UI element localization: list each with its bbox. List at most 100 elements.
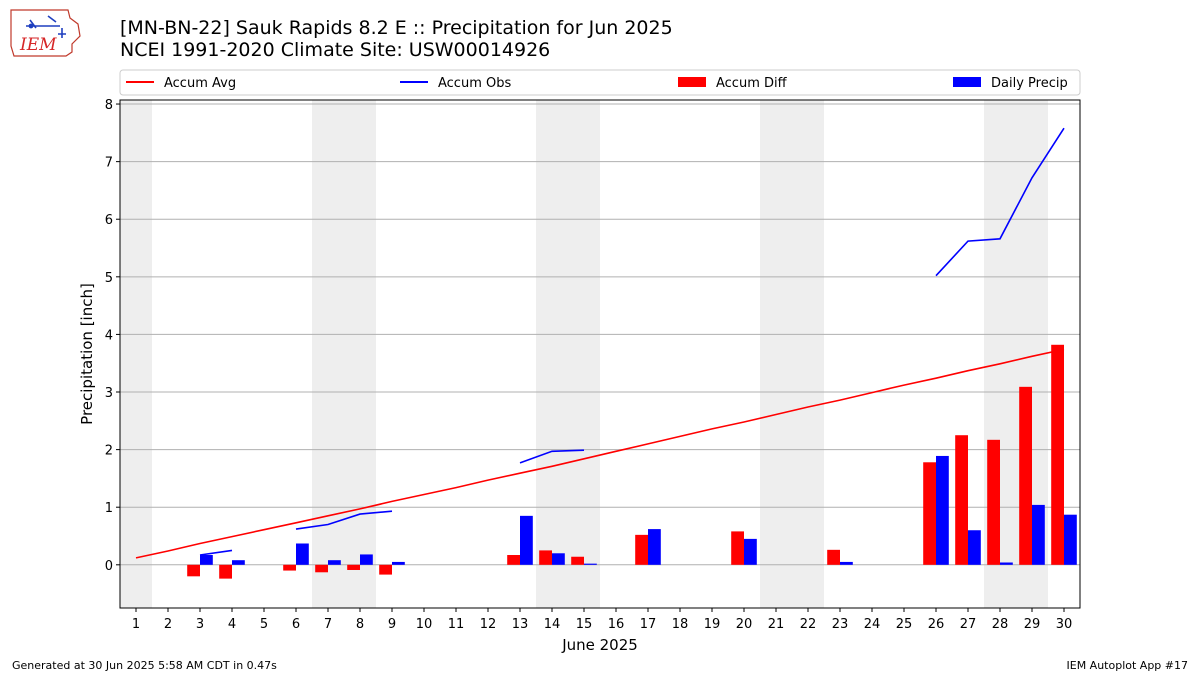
- accum-diff-bar-day-30: [1051, 344, 1064, 565]
- x-tick-label-20: 20: [736, 617, 753, 632]
- daily-precip-bar-day-4: [232, 560, 245, 565]
- weekend-band-day-7: [312, 100, 344, 608]
- accum-diff-bar-day-23: [827, 549, 840, 565]
- accum-diff-bar-day-3: [187, 564, 200, 577]
- weather-station-icon: [26, 15, 66, 38]
- accum-diff-bar-day-27: [955, 435, 968, 565]
- accum-diff-bar-day-20: [731, 531, 744, 565]
- daily-precip-bar-day-20: [744, 538, 757, 565]
- daily-precip-bar-day-14: [552, 553, 565, 565]
- daily-precip-bar-day-9: [392, 561, 405, 565]
- daily-precip-bar-day-27: [968, 530, 981, 565]
- x-tick-label-29: 29: [1024, 617, 1041, 632]
- accum-diff-bar-day-26: [923, 462, 936, 565]
- daily-precip-bar-day-13: [520, 515, 533, 565]
- x-tick-label-1: 1: [132, 617, 140, 632]
- y-tick-label-4: 4: [105, 328, 113, 343]
- legend-swatch-3: [953, 77, 981, 87]
- legend-label-2: Accum Diff: [716, 76, 788, 91]
- x-tick-label-12: 12: [480, 617, 497, 632]
- bar-marks: [187, 344, 1077, 579]
- x-tick-label-17: 17: [640, 617, 657, 632]
- y-tick-label-1: 1: [105, 501, 113, 516]
- weekend-band-day-8: [344, 100, 376, 608]
- plot-frame: [119, 99, 1081, 609]
- legend-swatch-2: [678, 77, 706, 87]
- x-tick-label-5: 5: [260, 617, 268, 632]
- x-tick-label-21: 21: [768, 617, 785, 632]
- logo-text: IEM: [19, 35, 57, 55]
- generated-timestamp: Generated at 30 Jun 2025 5:58 AM CDT in …: [12, 659, 277, 672]
- y-tick-label-8: 8: [105, 98, 113, 113]
- x-tick-label-13: 13: [512, 617, 529, 632]
- chart-title: [MN-BN-22] Sauk Rapids 8.2 E :: Precipit…: [120, 17, 673, 39]
- weekend-band-day-15: [568, 100, 600, 608]
- daily-precip-bar-day-26: [936, 455, 949, 565]
- accum-diff-bar-day-4: [219, 564, 232, 579]
- accum-avg-line-segment-0: [135, 348, 1065, 559]
- weekend-band-day-1: [120, 100, 152, 608]
- legend: Accum Avg Accum Obs Accum Diff Daily Precip: [119, 69, 1081, 96]
- x-axis-label: June 2025: [561, 636, 638, 654]
- daily-precip-bar-day-8: [360, 554, 373, 565]
- daily-precip-bar-day-29: [1032, 504, 1045, 565]
- legend-frame: [119, 69, 1081, 96]
- x-tick-label-15: 15: [576, 617, 593, 632]
- accum-obs-line-segment-3: [935, 127, 1065, 277]
- weekend-bands: [120, 100, 1048, 608]
- daily-precip-bar-day-15: [584, 563, 597, 565]
- accum-diff-bar-day-13: [507, 555, 520, 565]
- iowa-outline-icon: [10, 9, 81, 57]
- legend-label-0: Accum Avg: [164, 76, 236, 91]
- accum-diff-bar-day-29: [1019, 386, 1032, 565]
- x-tick-label-4: 4: [228, 617, 236, 632]
- x-tick-label-2: 2: [164, 617, 172, 632]
- weekend-band-day-21: [760, 100, 792, 608]
- x-axis-ticks: 1 2 3 4 5 6 7 8 9 10 11 12 13 14 15 16 17 18 19 20 21 22 23 24 2…: [132, 608, 1072, 632]
- iem-logo: IEM: [8, 6, 82, 60]
- x-tick-label-30: 30: [1056, 617, 1073, 632]
- x-tick-label-28: 28: [992, 617, 1009, 632]
- weekend-band-day-22: [792, 100, 824, 608]
- daily-precip-bar-day-30: [1064, 514, 1077, 565]
- x-tick-label-24: 24: [864, 617, 881, 632]
- x-tick-label-23: 23: [832, 617, 849, 632]
- horizontal-gridlines: [120, 103, 1080, 566]
- accum-obs-line-segment-2: [519, 449, 585, 464]
- x-tick-label-18: 18: [672, 617, 689, 632]
- x-tick-label-11: 11: [448, 617, 465, 632]
- accum-diff-bar-day-6: [283, 564, 296, 571]
- daily-precip-bar-day-28: [1000, 562, 1013, 565]
- legend-label-3: Daily Precip: [991, 76, 1068, 91]
- y-tick-label-7: 7: [105, 156, 113, 171]
- y-axis-ticks: 0 1 2 3 4 5 6 7 8: [105, 98, 120, 574]
- y-tick-label-5: 5: [105, 271, 113, 286]
- accum-diff-bar-day-8: [347, 564, 360, 570]
- y-tick-label-6: 6: [105, 213, 113, 228]
- x-tick-label-3: 3: [196, 617, 204, 632]
- weekend-band-day-14: [536, 100, 568, 608]
- x-tick-label-26: 26: [928, 617, 945, 632]
- daily-precip-bar-day-3: [200, 555, 213, 565]
- y-axis-label: Precipitation [inch]: [78, 283, 96, 425]
- y-tick-label-0: 0: [105, 559, 113, 574]
- accum-diff-bar-day-7: [315, 564, 328, 573]
- chart-subtitle: NCEI 1991-2020 Climate Site: USW00014926: [120, 39, 551, 61]
- accum-diff-bar-day-28: [987, 439, 1000, 565]
- x-tick-label-25: 25: [896, 617, 913, 632]
- x-tick-label-19: 19: [704, 617, 721, 632]
- x-tick-label-7: 7: [324, 617, 332, 632]
- y-tick-label-2: 2: [105, 444, 113, 459]
- daily-precip-bar-day-17: [648, 529, 661, 565]
- app-credit: IEM Autoplot App #17: [1066, 659, 1189, 672]
- x-tick-label-27: 27: [960, 617, 977, 632]
- accum-diff-bar-day-9: [379, 564, 392, 575]
- x-tick-label-16: 16: [608, 617, 625, 632]
- x-tick-label-10: 10: [416, 617, 433, 632]
- accum-diff-bar-day-15: [571, 556, 584, 565]
- line-marks: [135, 127, 1065, 559]
- x-tick-label-9: 9: [388, 617, 396, 632]
- legend-label-1: Accum Obs: [438, 76, 511, 91]
- x-tick-label-6: 6: [292, 617, 300, 632]
